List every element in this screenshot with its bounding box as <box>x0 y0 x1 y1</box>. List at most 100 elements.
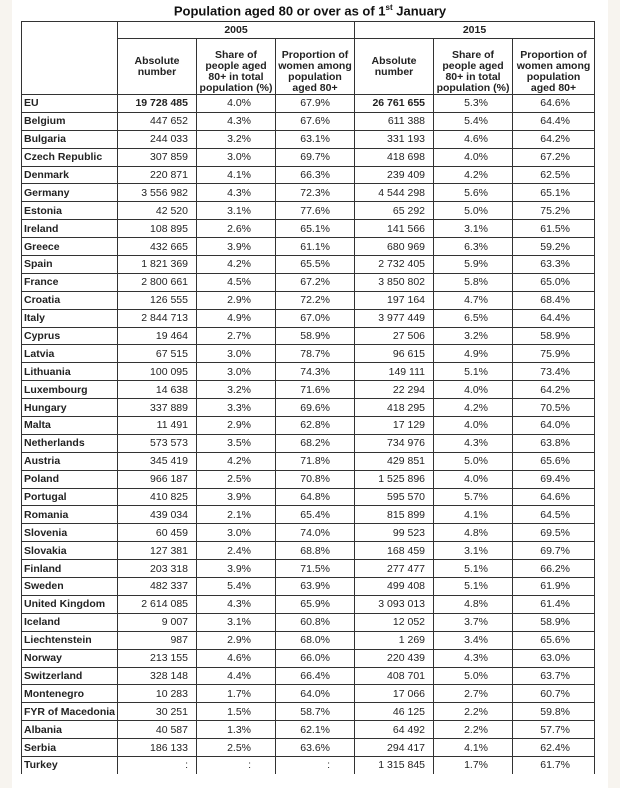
cell-absolute-2015: 408 701 <box>354 666 435 686</box>
cell-women-2015: 63.7% <box>512 666 596 686</box>
cell-women-2015: 61.9% <box>512 577 596 596</box>
cell-country: Turkey <box>21 755 118 774</box>
cell-share-2005: 4.2% <box>196 451 276 471</box>
cell-women-2005: 62.8% <box>274 416 356 435</box>
table-row: Liechtenstein 987 2.9% 68.0% 1 269 3.4% 65.6% <box>21 630 596 650</box>
cell-absolute-2005: 30 251 <box>117 702 197 722</box>
col-women-2015: Proportion of women among population age… <box>512 38 596 95</box>
cell-women-2005: 60.8% <box>274 612 356 632</box>
cell-women-2015: 69.4% <box>512 469 596 489</box>
cell-share-2005: 4.9% <box>196 308 276 328</box>
cell-country: Lithuania <box>21 362 118 382</box>
cell-absolute-2015: 99 523 <box>354 523 435 543</box>
cell-absolute-2015: 429 851 <box>354 451 435 471</box>
cell-country: Montenegro <box>21 684 118 704</box>
population-table: 2005 2015 Absolute number Share of peopl… <box>21 21 596 774</box>
cell-absolute-2015: 27 506 <box>354 326 435 346</box>
cell-women-2005: 70.8% <box>274 469 356 489</box>
cell-women-2005: 67.9% <box>274 94 356 113</box>
cell-share-2005: 2.9% <box>196 290 276 310</box>
cell-share-2005: 2.7% <box>196 326 276 346</box>
table-row: Lithuania 100 095 3.0% 74.3% 149 111 5.1% 73.4… <box>21 362 596 382</box>
cell-absolute-2005: 203 318 <box>117 559 197 579</box>
cell-women-2005: 66.0% <box>274 648 356 668</box>
table-row: Czech Republic 307 859 3.0% 69.7% 418 698 4.0… <box>21 147 596 167</box>
cell-share-2005: : <box>196 755 276 774</box>
cell-absolute-2015: 1 269 <box>354 630 435 650</box>
cell-share-2005: 3.0% <box>196 344 276 364</box>
cell-women-2005: 78.7% <box>274 344 356 364</box>
table-title: Population aged 80 or over as of 1st Jan… <box>0 3 620 18</box>
cell-women-2005: 68.0% <box>274 630 356 650</box>
cell-country: Spain <box>21 255 118 274</box>
title-text-end: January <box>392 3 447 19</box>
cell-absolute-2005: 2 614 085 <box>117 594 197 614</box>
table-row: Austria 345 419 4.2% 71.8% 429 851 5.0% 65.6% <box>21 451 596 471</box>
cell-absolute-2005: 213 155 <box>117 648 197 668</box>
table-row: United Kingdom 2 614 085 4.3% 65.9% 3 093 01… <box>21 594 596 614</box>
cell-absolute-2015: 1 315 845 <box>354 755 435 774</box>
table-row: Sweden 482 337 5.4% 63.9% 499 408 5.1% 61.9% <box>21 577 596 596</box>
cell-women-2005: : <box>274 755 356 774</box>
cell-absolute-2015: 418 295 <box>354 398 435 418</box>
cell-country: Estonia <box>21 201 118 221</box>
cell-women-2015: 64.4% <box>512 111 596 131</box>
table-row: Spain 1 821 369 4.2% 65.5% 2 732 405 5.9% 63.3… <box>21 255 596 274</box>
cell-absolute-2005: 40 587 <box>117 720 197 740</box>
cell-share-2015: 4.1% <box>433 505 514 525</box>
title-superscript: st <box>385 3 393 12</box>
cell-country: Croatia <box>21 290 118 310</box>
table-row: Belgium 447 652 4.3% 67.6% 611 388 5.4% 64.4% <box>21 111 596 131</box>
cell-women-2015: 61.7% <box>512 755 596 774</box>
cell-share-2015: 2.7% <box>433 684 514 704</box>
table-row: Croatia 126 555 2.9% 72.2% 197 164 4.7% 68.4% <box>21 290 596 310</box>
cell-women-2005: 61.1% <box>274 237 356 257</box>
table-row: Luxembourg 14 638 3.2% 71.6% 22 294 4.0% 64.2% <box>21 380 596 400</box>
table-row: Romania 439 034 2.1% 65.4% 815 899 4.1% 64.5% <box>21 505 596 525</box>
cell-absolute-2015: 64 492 <box>354 720 435 740</box>
cell-absolute-2015: 46 125 <box>354 702 435 722</box>
cell-women-2015: 57.7% <box>512 720 596 740</box>
cell-absolute-2015: 96 615 <box>354 344 435 364</box>
cell-country: Latvia <box>21 344 118 364</box>
cell-women-2005: 63.1% <box>274 129 356 149</box>
cell-country: Portugal <box>21 487 118 507</box>
cell-women-2015: 64.6% <box>512 487 596 507</box>
cell-share-2005: 3.5% <box>196 433 276 453</box>
title-text: Population aged 80 or over as of 1 <box>173 3 386 19</box>
cell-country: Belgium <box>21 111 118 131</box>
cell-women-2015: 64.6% <box>512 94 596 113</box>
cell-absolute-2005: 987 <box>117 630 197 650</box>
cell-women-2015: 70.5% <box>512 398 596 418</box>
cell-share-2015: 4.9% <box>433 344 514 364</box>
cell-country: Slovenia <box>21 523 118 543</box>
cell-share-2015: 5.9% <box>433 255 514 274</box>
cell-share-2005: 4.1% <box>196 165 276 185</box>
cell-absolute-2005: 432 665 <box>117 237 197 257</box>
cell-share-2005: 3.0% <box>196 523 276 543</box>
cell-absolute-2005: 328 148 <box>117 666 197 686</box>
cell-women-2015: 66.2% <box>512 559 596 579</box>
cell-women-2015: 59.2% <box>512 237 596 257</box>
cell-absolute-2005: 573 573 <box>117 433 197 453</box>
cell-women-2015: 64.5% <box>512 505 596 525</box>
cell-share-2005: 5.4% <box>196 577 276 596</box>
cell-absolute-2005: 447 652 <box>117 111 197 131</box>
table-row: Estonia 42 520 3.1% 77.6% 65 292 5.0% 75.2% <box>21 201 596 221</box>
table-row: Ireland 108 895 2.6% 65.1% 141 566 3.1% 61.5% <box>21 219 596 239</box>
cell-absolute-2015: 239 409 <box>354 165 435 185</box>
cell-absolute-2005: 345 419 <box>117 451 197 471</box>
cell-share-2015: 5.6% <box>433 183 514 203</box>
table-row: Finland 203 318 3.9% 71.5% 277 477 5.1% 66.2% <box>21 559 596 579</box>
table-row: Poland 966 187 2.5% 70.8% 1 525 896 4.0% 69.4% <box>21 469 596 489</box>
cell-share-2005: 4.5% <box>196 272 276 292</box>
cell-absolute-2015: 815 899 <box>354 505 435 525</box>
cell-women-2015: 65.6% <box>512 630 596 650</box>
cell-women-2005: 74.3% <box>274 362 356 382</box>
cell-absolute-2015: 3 850 802 <box>354 272 435 292</box>
cell-share-2015: 5.4% <box>433 111 514 131</box>
cell-absolute-2015: 17 129 <box>354 416 435 435</box>
cell-absolute-2015: 331 193 <box>354 129 435 149</box>
cell-absolute-2015: 277 477 <box>354 559 435 579</box>
cell-country: Finland <box>21 559 118 579</box>
